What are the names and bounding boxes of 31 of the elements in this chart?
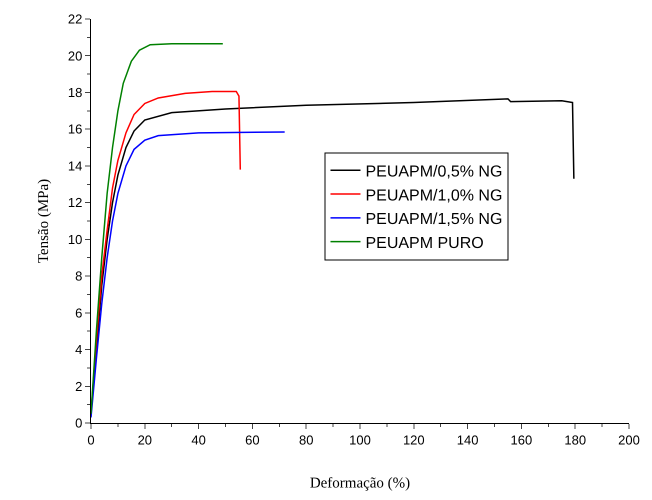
y-axis-title: Tensão (MPa) <box>36 178 52 264</box>
y-tick-label: 8 <box>75 268 82 284</box>
legend-label: PEUAPM/1,5% NG <box>365 211 502 228</box>
line-series <box>91 131 286 418</box>
legend-label: PEUAPM/1,0% NG <box>365 187 502 204</box>
x-tick-label: 40 <box>191 432 206 448</box>
x-tick-label: 20 <box>138 432 152 448</box>
x-axis-title: Deformação (%) <box>310 476 410 492</box>
line-series <box>91 43 224 415</box>
x-tick-label: 120 <box>402 432 425 448</box>
legend-label: PEUAPM/0,5% NG <box>365 163 502 180</box>
x-tick-label: 160 <box>510 432 532 448</box>
x-tick-label: 100 <box>349 432 371 448</box>
y-tick-label: 4 <box>75 342 82 358</box>
x-tick-label: 60 <box>245 432 260 448</box>
y-tick-label: 18 <box>68 85 82 100</box>
legend-label: PEUAPM PURO <box>365 234 484 252</box>
y-tick-label: 12 <box>68 195 82 210</box>
y-tick-label: 10 <box>68 232 82 247</box>
y-tick-label: 6 <box>75 305 82 320</box>
y-tick-label: 22 <box>68 12 82 27</box>
x-tick-label: 180 <box>564 432 586 448</box>
x-tick-label: 200 <box>618 432 640 448</box>
x-tick-label: 80 <box>298 432 314 448</box>
x-tick-label: 0 <box>87 432 95 448</box>
y-tick-label: 14 <box>68 158 82 174</box>
y-tick-label: 0 <box>75 416 82 431</box>
y-tick-label: 20 <box>68 48 82 64</box>
x-tick-label: 140 <box>456 432 478 448</box>
y-tick-label: 16 <box>68 122 82 137</box>
y-tick-label: 2 <box>75 378 82 394</box>
